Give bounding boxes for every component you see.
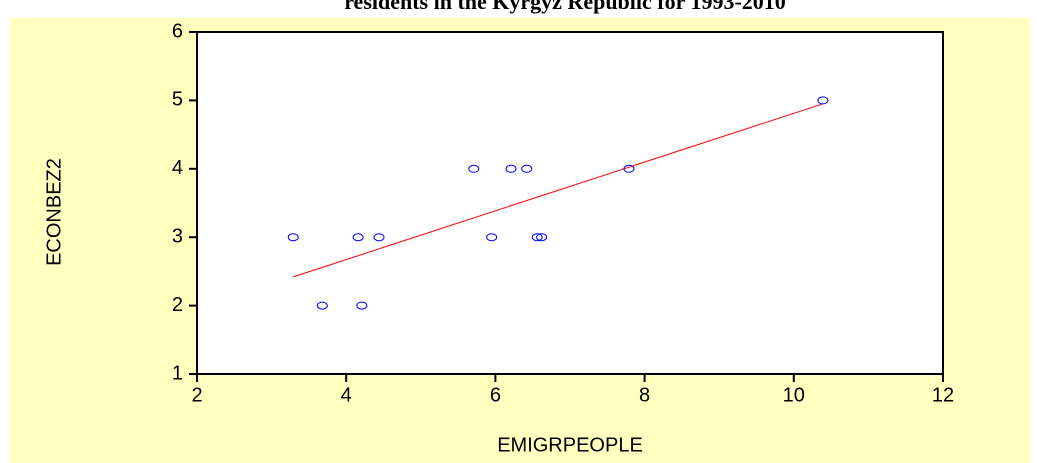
- x-tick-label: 12: [932, 384, 954, 406]
- y-tick-label: 6: [172, 20, 183, 42]
- point: [352, 233, 364, 242]
- y-tick-label: 4: [172, 157, 183, 179]
- point: [287, 233, 299, 242]
- point: [536, 233, 548, 242]
- x-axis-label: EMIGRPEOPLE: [497, 434, 643, 456]
- x-tick-label: 6: [490, 384, 501, 406]
- x-tick-label: 10: [783, 384, 805, 406]
- point: [486, 233, 498, 242]
- y-axis-label: ECONBEZ2: [43, 158, 65, 266]
- plot-area: [196, 31, 944, 375]
- point: [373, 233, 385, 242]
- x-tick-label: 4: [341, 384, 352, 406]
- x-tick-label: 8: [639, 384, 650, 406]
- point: [316, 301, 328, 310]
- chart-title: residents in the Kyrgyz Republic for 199…: [344, 0, 786, 14]
- point: [623, 164, 635, 173]
- point: [521, 164, 533, 173]
- point: [817, 96, 829, 105]
- x-tick-label: 2: [191, 384, 202, 406]
- point: [468, 164, 480, 173]
- fit-line: [293, 103, 824, 278]
- y-tick-label: 1: [172, 362, 183, 384]
- point: [505, 164, 517, 173]
- point: [356, 301, 368, 310]
- y-tick-label: 2: [172, 294, 183, 316]
- y-tick-label: 3: [172, 225, 183, 247]
- y-tick-label: 5: [172, 89, 183, 111]
- point: [531, 233, 543, 242]
